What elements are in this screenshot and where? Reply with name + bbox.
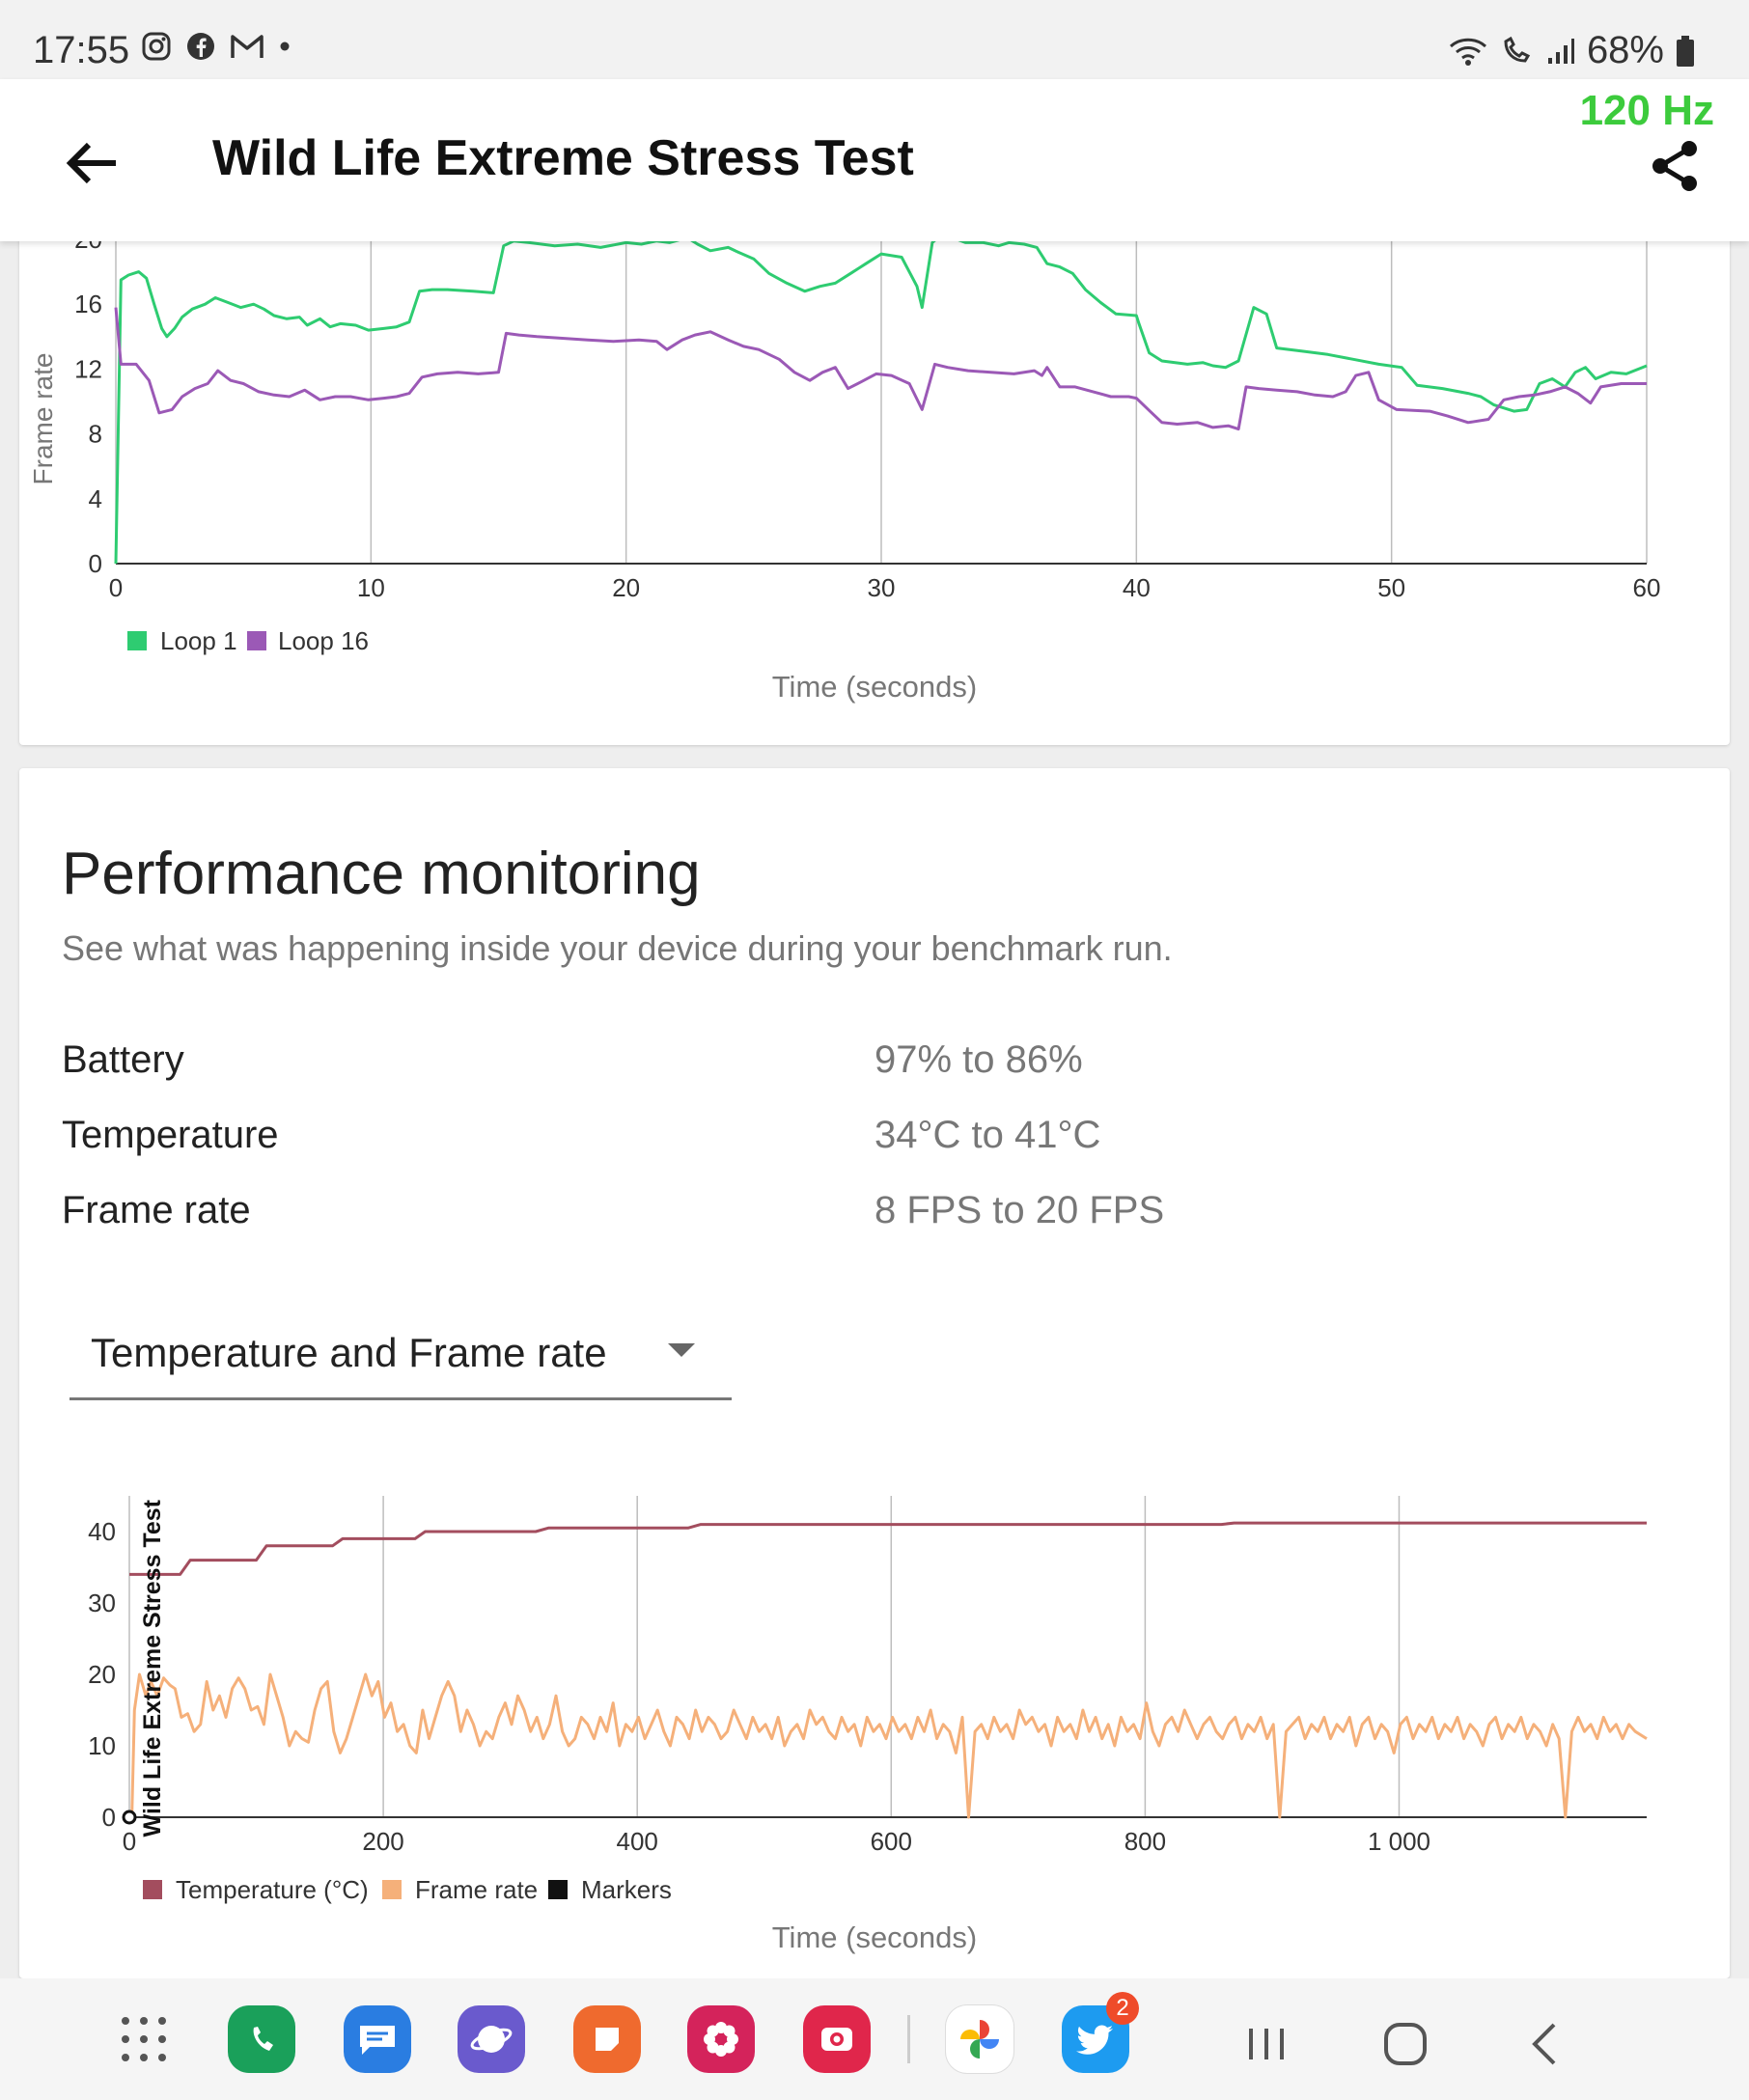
dropdown-selected-value: Temperature and Frame rate [91, 1330, 607, 1375]
status-bar: 17:55 68% [0, 0, 1749, 79]
y-tick-label: 0 [102, 1803, 116, 1832]
series-line-frame-rate [130, 1672, 1648, 1819]
stat-value-temperature: 34°C to 41°C [874, 1114, 1101, 1156]
temperature-frame-rate-chart: 0 10 20 30 40 0 200 400 600 800 1 000 Wild Life E… [88, 1496, 1648, 1954]
stat-label-frame-rate: Frame rate [62, 1189, 251, 1231]
x-tick-label: 600 [871, 1827, 912, 1856]
notes-app-icon[interactable] [573, 2005, 641, 2073]
legend-swatch-loop-1 [127, 631, 147, 650]
performance-monitoring-card: Performance monitoring See what was happ… [19, 768, 1730, 1978]
status-right: 68% [1448, 29, 1695, 72]
legend-swatch-markers [548, 1880, 568, 1899]
y-tick-label: 30 [88, 1589, 116, 1617]
x-tick-label: 60 [1633, 573, 1661, 602]
wifi-icon [1449, 38, 1486, 66]
google-photos-icon[interactable] [946, 2005, 1013, 2073]
y-tick-label: 20 [88, 1660, 116, 1689]
battery-percent: 68% [1586, 29, 1664, 71]
legend-label-temperature: Temperature (°C) [176, 1875, 369, 1904]
more-notifications-dot-icon [280, 41, 290, 51]
x-tick-label: 1 000 [1368, 1827, 1430, 1856]
battery-icon [1677, 35, 1694, 67]
home-icon[interactable] [1376, 2015, 1434, 2073]
y-tick-label: 12 [74, 354, 102, 383]
back-nav-icon[interactable] [1517, 2015, 1575, 2073]
marker-label: Wild Life Extreme Stress Test [139, 1499, 166, 1837]
section-subtitle: See what was happening inside your devic… [62, 928, 1173, 968]
instagram-icon [142, 32, 171, 61]
x-tick-label: 30 [868, 573, 896, 602]
legend-swatch-temperature [143, 1880, 162, 1899]
series-line-temperature-c [129, 1521, 1647, 1576]
x-tick-label: 200 [362, 1827, 403, 1856]
x-tick-label: 20 [612, 573, 640, 602]
wifi-calling-icon [1504, 36, 1531, 63]
twitter-app-icon[interactable]: 2 [1062, 1992, 1139, 2073]
marker-point [122, 1810, 137, 1825]
series-line-loop-16 [114, 307, 1647, 431]
stat-value-frame-rate: 8 FPS to 20 FPS [874, 1189, 1165, 1231]
series-line-loop-1 [114, 235, 1648, 565]
gallery-app-icon[interactable] [687, 2005, 755, 2073]
dock-divider [907, 2015, 910, 2063]
app-drawer-icon[interactable] [120, 2015, 168, 2063]
status-time: 17:55 [33, 29, 130, 71]
frame-rate-chart-card: 0 4 8 12 16 20 0 10 20 30 40 50 60 Frame rate Time … [19, 232, 1730, 745]
facebook-icon [187, 33, 214, 60]
refresh-rate-overlay: 120 Hz [1579, 87, 1714, 134]
x-tick-label: 40 [1123, 573, 1151, 602]
legend-swatch-frame-rate [382, 1880, 402, 1899]
legend-label-loop-1: Loop 1 [160, 626, 237, 655]
y-tick-label: 4 [89, 484, 102, 513]
recent-apps-icon[interactable] [1237, 2015, 1295, 2073]
share-icon[interactable] [1647, 137, 1705, 195]
y-tick-label: 10 [88, 1731, 116, 1760]
back-arrow-icon[interactable] [58, 129, 125, 197]
x-axis-label: Time (seconds) [772, 670, 977, 704]
x-tick-label: 10 [357, 573, 385, 602]
legend-swatch-loop-16 [247, 631, 266, 650]
signal-icon [1547, 38, 1574, 64]
stat-value-battery: 97% to 86% [874, 1038, 1083, 1081]
x-tick-label: 800 [1124, 1827, 1166, 1856]
notification-badge: 2 [1106, 1992, 1139, 2025]
dropdown-arrow-icon [668, 1343, 695, 1357]
y-tick-label: 40 [88, 1517, 116, 1546]
x-tick-label: 400 [616, 1827, 657, 1856]
x-tick-label: 0 [109, 573, 123, 602]
internet-browser-icon[interactable] [458, 2005, 525, 2073]
app-bar: Wild Life Extreme Stress Test 120 Hz [0, 79, 1749, 241]
y-tick-label: 0 [89, 549, 102, 578]
camera-app-icon[interactable] [803, 2005, 871, 2073]
x-tick-label: 50 [1377, 573, 1405, 602]
legend-label-markers: Markers [581, 1875, 672, 1904]
phone-app-icon[interactable] [228, 2005, 295, 2073]
x-axis-label: Time (seconds) [772, 1920, 977, 1954]
section-title: Performance monitoring [62, 841, 701, 907]
stat-label-temperature: Temperature [62, 1114, 279, 1156]
navigation-bar: 2 [0, 1978, 1749, 2100]
gmail-icon [231, 35, 264, 58]
messages-app-icon[interactable] [344, 2005, 411, 2073]
chart-type-dropdown[interactable]: Temperature and Frame rate [69, 1301, 732, 1400]
legend-label-frame-rate: Frame rate [415, 1875, 538, 1904]
y-axis-label: Frame rate [28, 353, 58, 485]
notification-icons [141, 31, 292, 62]
stat-label-battery: Battery [62, 1038, 184, 1081]
x-tick-label: 0 [123, 1827, 136, 1856]
legend-label-loop-16: Loop 16 [278, 626, 369, 655]
y-tick-label: 16 [74, 290, 102, 318]
y-tick-label: 8 [89, 420, 102, 449]
page-title: Wild Life Extreme Stress Test [212, 130, 914, 186]
